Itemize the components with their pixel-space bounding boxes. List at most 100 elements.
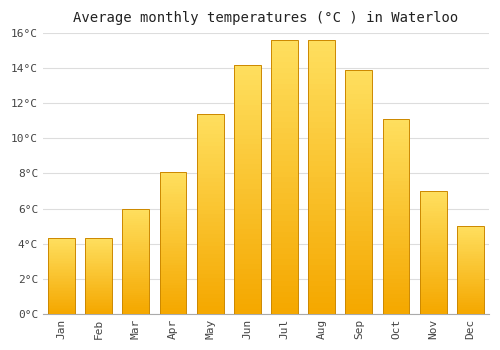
Bar [48,305,75,306]
Bar [308,243,335,248]
Bar [346,182,372,187]
Bar [308,182,335,188]
Bar [271,84,298,90]
Bar [122,251,149,253]
Bar [122,230,149,232]
Bar [197,206,224,210]
Bar [48,252,75,253]
Bar [308,166,335,172]
Bar [346,197,372,202]
Bar [457,307,483,308]
Bar [48,278,75,279]
Bar [160,192,186,195]
Bar [122,274,149,276]
Bar [308,254,335,259]
Bar [234,199,260,204]
Bar [308,172,335,177]
Bar [271,215,298,221]
Bar [197,158,224,162]
Bar [86,238,112,240]
Bar [308,139,335,144]
Bar [382,240,409,244]
Bar [86,257,112,258]
Bar [234,130,260,134]
Bar [457,256,483,258]
Bar [160,220,186,223]
Bar [457,275,483,277]
Bar [86,279,112,281]
Bar [420,284,446,287]
Bar [234,224,260,229]
Bar [346,202,372,206]
Bar [122,263,149,265]
Bar [234,279,260,284]
Bar [122,240,149,242]
Bar [122,253,149,255]
Bar [346,299,372,304]
Bar [382,135,409,139]
Bar [420,296,446,299]
Bar [457,287,483,289]
Bar [271,265,298,270]
Bar [346,275,372,280]
Bar [234,140,260,145]
Bar [271,194,298,199]
Bar [382,146,409,150]
Bar [271,51,298,57]
Bar [48,273,75,274]
Bar [382,170,409,174]
Bar [457,247,483,249]
Bar [420,299,446,301]
Bar [122,278,149,280]
Bar [86,282,112,284]
Bar [308,221,335,226]
Bar [86,246,112,247]
Bar [457,251,483,252]
Bar [122,295,149,297]
Bar [308,265,335,270]
Bar [48,246,75,247]
Bar [457,238,483,240]
Bar [382,310,409,314]
Bar [457,282,483,284]
Bar [86,267,112,268]
Bar [346,119,372,124]
Bar [234,85,260,90]
Bar [48,306,75,308]
Bar [86,264,112,266]
Bar [420,225,446,228]
Bar [308,188,335,194]
Bar [308,62,335,68]
Bar [457,301,483,303]
Bar [48,259,75,261]
Bar [48,296,75,297]
Bar [308,100,335,106]
Bar [457,259,483,261]
Bar [48,262,75,264]
Bar [122,297,149,299]
Bar [48,238,75,240]
Bar [271,144,298,150]
Bar [160,214,186,217]
Bar [346,246,372,250]
Bar [457,272,483,273]
Bar [122,307,149,309]
Bar [346,280,372,285]
Bar [346,241,372,246]
Bar [308,281,335,286]
Bar [234,189,260,194]
Bar [271,303,298,308]
Bar [48,267,75,268]
Bar [160,302,186,305]
Bar [420,282,446,284]
Bar [48,291,75,293]
Bar [122,290,149,293]
Bar [234,249,260,254]
Bar [122,209,149,211]
Bar [271,161,298,166]
Bar [457,244,483,245]
Bar [346,187,372,192]
Bar [234,289,260,294]
Bar [382,212,409,216]
Bar [122,225,149,228]
